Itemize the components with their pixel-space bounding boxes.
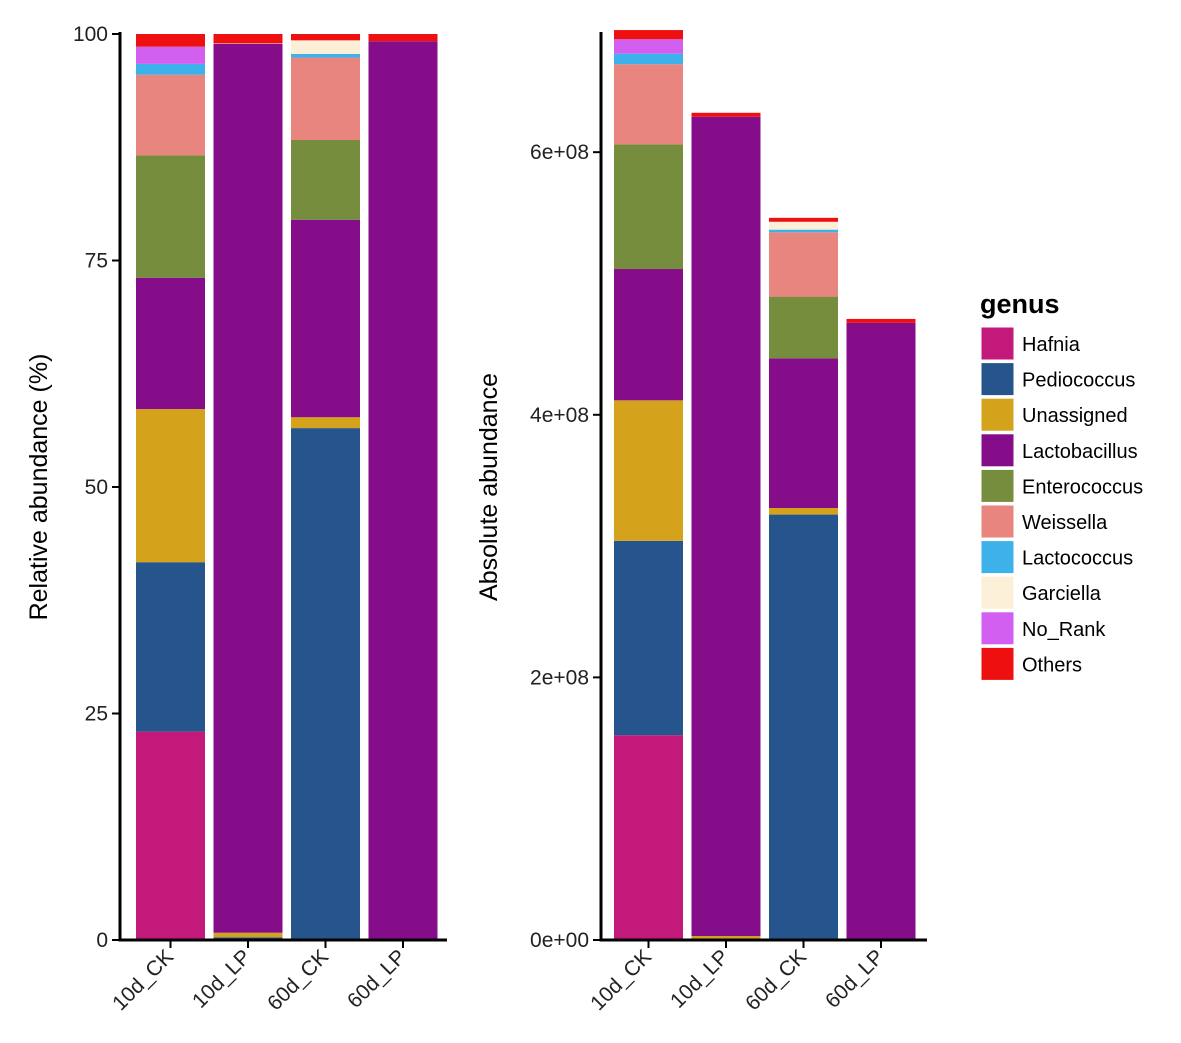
bar-segment-10d-ck-no-rank: [136, 46, 205, 64]
bar-segment-60d-ck-others: [291, 34, 360, 41]
bar-segment-60d-ck-others: [769, 217, 838, 222]
bar-segment-60d-ck-garciella: [291, 40, 360, 54]
bar-segment-10d-ck-enterococcus: [136, 155, 205, 278]
bar-segment-10d-ck-others: [614, 30, 683, 40]
x-tick-label-60d-lp: 60d_LP: [821, 945, 888, 1012]
y-tick-label: 4e+08: [530, 404, 589, 427]
bar-segment-10d-ck-hafnia: [614, 735, 683, 940]
bar-segment-10d-ck-lactobacillus: [136, 277, 205, 410]
relative-abundance-panel: 0 25 50 75 100 10d_CK 10d_LP 60d_CK 60d_LP Relati…: [25, 23, 447, 1015]
legend-key-unassigned: [980, 397, 1015, 432]
x-tick-label-60d-ck: 60d_CK: [263, 945, 333, 1015]
legend-label-no-rank: No_Rank: [1022, 619, 1106, 641]
y-axis-title: Relative abundance (%): [25, 354, 53, 621]
bar-segment-10d-lp-weissella: [213, 43, 283, 44]
bar-segment-10d-ck-weissella: [614, 64, 683, 145]
legend-label-garciella: Garciella: [1022, 583, 1102, 605]
y-tick-label: 0e+00: [530, 929, 589, 952]
legend-key-hafnia: [980, 326, 1015, 361]
legend-key-others: [980, 646, 1015, 681]
bar-segment-60d-ck-weissella: [769, 232, 838, 297]
x-tick-label-60d-lp: 60d_LP: [343, 945, 410, 1012]
bar-segment-60d-ck-pediococcus: [769, 514, 838, 940]
legend-key-lactobacillus: [980, 433, 1015, 468]
legend-label-lactococcus: Lactococcus: [1022, 548, 1133, 570]
x-tick-label-10d-ck: 10d_CK: [586, 945, 656, 1015]
bar-segment-60d-ck-pediococcus: [291, 428, 360, 940]
bar-segment-10d-lp-unassigned: [691, 936, 761, 939]
legend-key-lactococcus: [980, 540, 1015, 575]
bar-segment-60d-ck-lactobacillus: [291, 219, 360, 418]
bar-segment-10d-ck-others: [136, 34, 205, 47]
bar-segment-60d-ck-lactococcus: [769, 229, 838, 233]
bar-segment-60d-ck-enterococcus: [291, 140, 360, 220]
bar-segment-10d-ck-lactococcus: [614, 53, 683, 65]
bar-segment-60d-lp-lactobacillus: [846, 322, 916, 940]
bar-segment-60d-ck-enterococcus: [769, 296, 838, 359]
y-tick-label: 2e+08: [530, 666, 589, 689]
legend-key-enterococcus: [980, 468, 1015, 503]
bar-segment-60d-lp-others: [846, 318, 916, 323]
bar-segment-10d-ck-unassigned: [614, 400, 683, 541]
legend-key-no-rank: [980, 611, 1015, 646]
legend: genus Hafnia Pediococcus Unassigned Lactobac…: [980, 289, 1143, 681]
bar-segment-60d-ck-weissella: [291, 57, 360, 141]
legend-label-weissella: Weissella: [1022, 512, 1108, 534]
y-tick-label: 25: [85, 703, 108, 726]
bar-segment-10d-lp-lactobacillus: [213, 43, 283, 933]
bar-segment-10d-ck-weissella: [136, 74, 205, 156]
bar-segment-60d-ck-unassigned: [769, 508, 838, 515]
x-tick-label-10d-lp: 10d_LP: [666, 945, 733, 1012]
bar-segment-10d-ck-unassigned: [136, 409, 205, 563]
x-tick-label-60d-ck: 60d_CK: [741, 945, 811, 1015]
legend-key-weissella: [980, 504, 1015, 539]
bar-segment-10d-lp-lactobacillus: [691, 116, 761, 937]
legend-key-garciella: [980, 575, 1015, 610]
bar-segment-10d-ck-enterococcus: [614, 144, 683, 270]
legend-label-lactobacillus: Lactobacillus: [1022, 441, 1138, 463]
bar-segment-60d-ck-lactobacillus: [769, 358, 838, 509]
absolute-abundance-panel: 0e+00 2e+08 4e+08 6e+08 10d_CK 10d_LP 60d_CK 60…: [475, 30, 927, 1015]
legend-title: genus: [980, 289, 1060, 319]
legend-label-unassigned: Unassigned: [1022, 405, 1128, 427]
bar-segment-10d-ck-pediococcus: [136, 562, 205, 732]
y-tick-label: 50: [85, 476, 108, 499]
bar-segment-10d-lp-others: [691, 112, 761, 117]
legend-key-pediococcus: [980, 362, 1015, 397]
legend-label-enterococcus: Enterococcus: [1022, 476, 1143, 498]
bar-segment-60d-lp-others: [368, 34, 438, 42]
bar-segment-60d-ck-unassigned: [291, 417, 360, 429]
bar-segment-10d-lp-unassigned: [213, 932, 283, 938]
bar-segment-10d-ck-pediococcus: [614, 540, 683, 736]
x-tick-label-10d-lp: 10d_LP: [188, 945, 255, 1012]
bar-segment-10d-ck-no-rank: [614, 39, 683, 54]
bar-segment-10d-ck-hafnia: [136, 731, 205, 940]
y-axis-title: Absolute abundance: [475, 373, 503, 601]
bar-segment-10d-ck-lactococcus: [136, 63, 205, 75]
y-tick-label: 100: [73, 23, 108, 46]
bar-segment-60d-ck-lactococcus: [291, 53, 360, 58]
y-tick-label: 75: [85, 250, 108, 273]
legend-label-hafnia: Hafnia: [1022, 334, 1081, 356]
bar-segment-60d-lp-lactobacillus: [368, 41, 438, 941]
y-tick-label: 6e+08: [530, 141, 589, 164]
legend-label-others: Others: [1022, 654, 1082, 676]
bar-segment-10d-lp-others: [213, 34, 283, 44]
bar-segment-60d-ck-garciella: [769, 221, 838, 230]
x-tick-label-10d-ck: 10d_CK: [108, 945, 178, 1015]
y-tick-label: 0: [96, 929, 108, 952]
bar-segment-10d-ck-lactobacillus: [614, 269, 683, 401]
legend-label-pediococcus: Pediococcus: [1022, 370, 1135, 392]
